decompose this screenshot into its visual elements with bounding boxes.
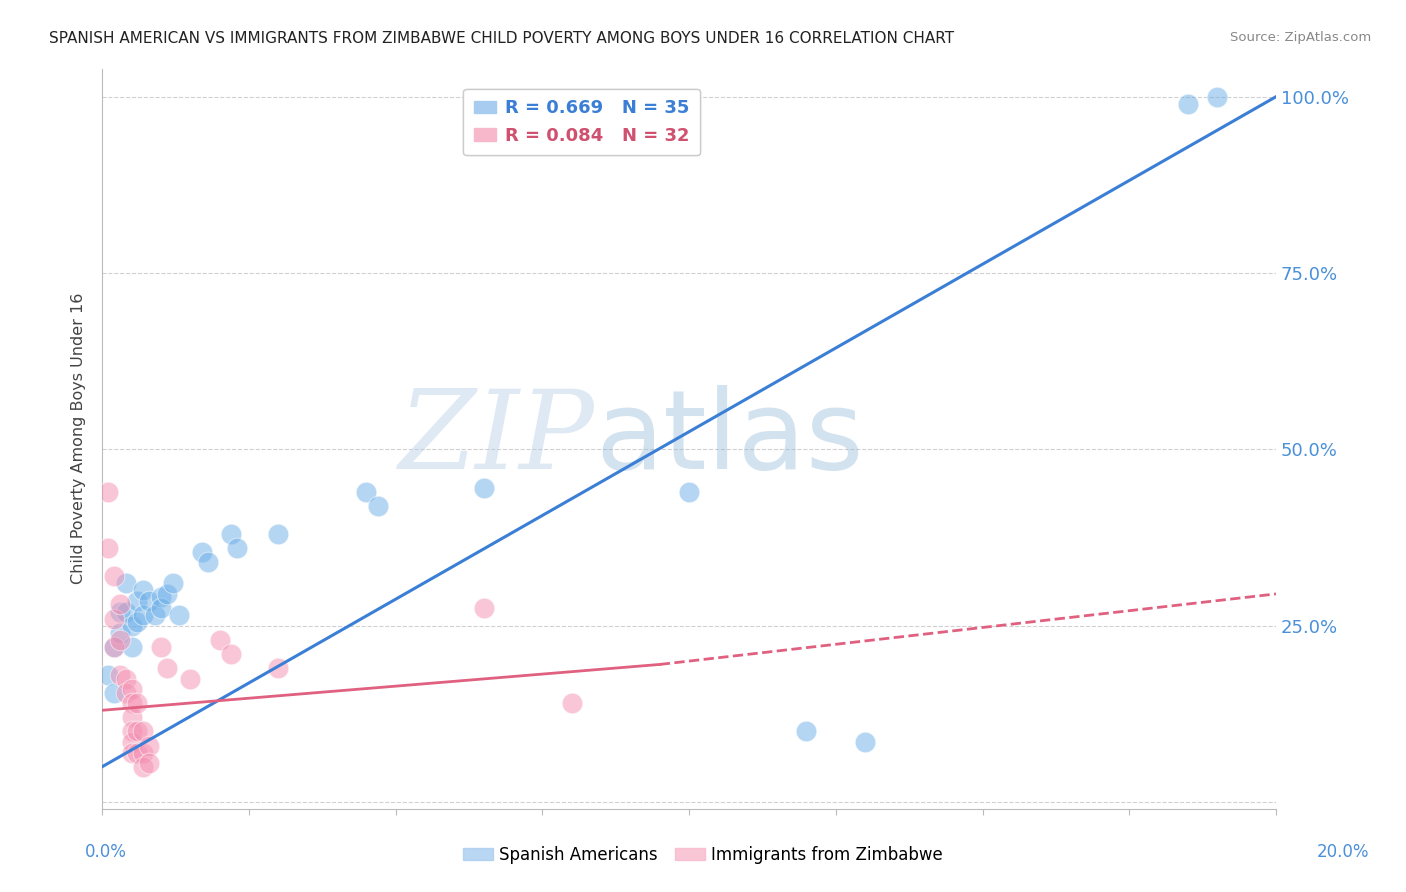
Point bbox=[149, 591, 172, 605]
Point bbox=[191, 544, 214, 558]
Point bbox=[121, 746, 143, 760]
Text: ZIP: ZIP bbox=[399, 385, 595, 492]
Point bbox=[121, 710, 143, 724]
Point bbox=[149, 640, 172, 654]
Y-axis label: Child Poverty Among Boys Under 16: Child Poverty Among Boys Under 16 bbox=[72, 293, 86, 584]
Point bbox=[162, 576, 184, 591]
Point bbox=[103, 611, 125, 625]
Point bbox=[127, 615, 149, 629]
Point bbox=[103, 686, 125, 700]
Point bbox=[853, 735, 876, 749]
Point bbox=[267, 661, 290, 675]
Point bbox=[267, 527, 290, 541]
Point bbox=[208, 632, 231, 647]
Point bbox=[108, 605, 131, 619]
Point bbox=[97, 541, 120, 555]
Text: Source: ZipAtlas.com: Source: ZipAtlas.com bbox=[1230, 31, 1371, 45]
Text: SPANISH AMERICAN VS IMMIGRANTS FROM ZIMBABWE CHILD POVERTY AMONG BOYS UNDER 16 C: SPANISH AMERICAN VS IMMIGRANTS FROM ZIMB… bbox=[49, 31, 955, 46]
Point bbox=[97, 668, 120, 682]
Point bbox=[121, 735, 143, 749]
Point bbox=[121, 640, 143, 654]
Legend: R = 0.669   N = 35, R = 0.084   N = 32: R = 0.669 N = 35, R = 0.084 N = 32 bbox=[464, 88, 700, 155]
Point bbox=[114, 672, 136, 686]
Point bbox=[97, 484, 120, 499]
Point bbox=[138, 739, 160, 753]
Text: 0.0%: 0.0% bbox=[84, 843, 127, 861]
Point bbox=[114, 576, 136, 591]
Point bbox=[114, 605, 136, 619]
Point bbox=[472, 481, 495, 495]
Point bbox=[138, 594, 160, 608]
Point bbox=[149, 601, 172, 615]
Point bbox=[121, 618, 143, 632]
Point bbox=[167, 608, 190, 623]
Point bbox=[156, 587, 179, 601]
Point bbox=[103, 640, 125, 654]
Text: atlas: atlas bbox=[595, 385, 863, 492]
Point bbox=[114, 686, 136, 700]
Point bbox=[127, 746, 149, 760]
Point bbox=[127, 696, 149, 710]
Point bbox=[138, 756, 160, 771]
Point bbox=[367, 499, 389, 513]
Legend: Spanish Americans, Immigrants from Zimbabwe: Spanish Americans, Immigrants from Zimba… bbox=[456, 839, 950, 871]
Point bbox=[121, 724, 143, 739]
Point bbox=[121, 682, 143, 697]
Point bbox=[472, 601, 495, 615]
Point bbox=[108, 625, 131, 640]
Point bbox=[132, 760, 155, 774]
Point bbox=[221, 647, 243, 661]
Point bbox=[132, 608, 155, 623]
Point bbox=[132, 746, 155, 760]
Point bbox=[179, 672, 201, 686]
Point bbox=[103, 640, 125, 654]
Point bbox=[108, 632, 131, 647]
Point bbox=[561, 103, 583, 118]
Point bbox=[197, 555, 219, 569]
Point bbox=[143, 608, 166, 623]
Point bbox=[1177, 96, 1199, 111]
Point bbox=[561, 696, 583, 710]
Point bbox=[132, 724, 155, 739]
Point bbox=[108, 598, 131, 612]
Point bbox=[678, 484, 700, 499]
Point bbox=[121, 696, 143, 710]
Point bbox=[156, 661, 179, 675]
Point bbox=[589, 100, 612, 114]
Point bbox=[103, 569, 125, 583]
Text: 20.0%: 20.0% bbox=[1316, 843, 1369, 861]
Point bbox=[221, 527, 243, 541]
Point bbox=[796, 724, 818, 739]
Point bbox=[1206, 89, 1229, 103]
Point bbox=[108, 668, 131, 682]
Point bbox=[132, 583, 155, 598]
Point bbox=[226, 541, 249, 555]
Point bbox=[356, 484, 378, 499]
Point bbox=[127, 724, 149, 739]
Point bbox=[127, 594, 149, 608]
